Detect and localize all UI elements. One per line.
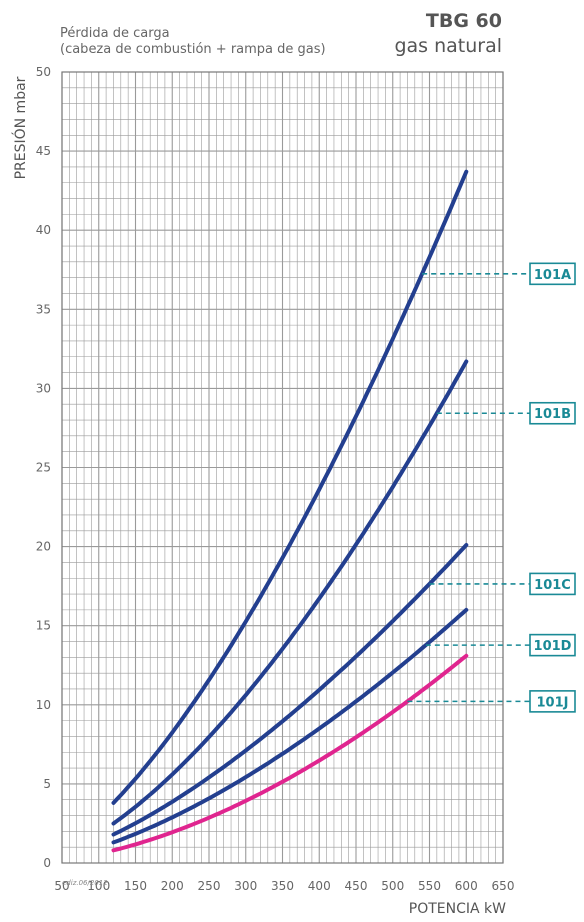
fuel-type: gas natural	[394, 35, 502, 57]
x-tick-label: 550	[418, 879, 441, 893]
chart-subtitle: Pérdida de carga (cabeza de combustión +…	[60, 26, 326, 58]
chart-grid	[61, 71, 504, 864]
series-line-101A	[111, 169, 469, 805]
x-tick-label: 450	[345, 879, 368, 893]
y-tick-label: 40	[36, 223, 51, 237]
subtitle-line-1: Pérdida de carga	[60, 26, 170, 41]
x-tick-label: 600	[455, 879, 478, 893]
model-block: TBG 60 gas natural	[394, 8, 502, 58]
y-tick-label: 35	[36, 302, 51, 316]
y-tick-label: 45	[36, 144, 51, 158]
legend-label-101B: 101B	[534, 407, 571, 422]
y-tick-label: 10	[36, 698, 51, 712]
x-tick-label: 500	[381, 879, 404, 893]
series-line-101J	[111, 653, 469, 853]
x-tick-label: 400	[308, 879, 331, 893]
legend-label-101A: 101A	[534, 268, 571, 283]
x-axis-label: POTENCIA kW	[409, 901, 506, 917]
y-tick-label: 20	[36, 540, 51, 554]
series-legend: 101A 101B 101C 101D 101J	[407, 262, 576, 713]
x-tick-label: 350	[271, 879, 294, 893]
legend-badge-101D	[529, 633, 576, 657]
y-tick-label: 50	[36, 65, 51, 79]
legend-label-101D: 101D	[534, 639, 572, 654]
legend-badge-101J	[529, 690, 576, 713]
x-tick-label: 50	[54, 879, 69, 893]
y-tick-label: 25	[36, 461, 51, 475]
y-axis-label: PRESIÓN mbar	[11, 76, 29, 179]
y-tick-label: 30	[36, 381, 51, 395]
legend-badge-101B	[529, 401, 576, 425]
subtitle-line-2: (cabeza de combustión + rampa de gas)	[60, 42, 326, 57]
y-tick-labels: 0 5 10 15 20 25 30 35 40 45 50	[36, 65, 51, 870]
x-tick-label: 200	[161, 879, 184, 893]
series-line-101C	[111, 543, 469, 837]
y-tick-label: 0	[43, 856, 51, 870]
series-lines	[111, 169, 469, 853]
x-tick-label: 100	[87, 879, 110, 893]
legend-badge-101A	[529, 262, 576, 286]
legend-label-101C: 101C	[534, 578, 571, 593]
x-tick-label: 300	[234, 879, 257, 893]
x-tick-label: 250	[198, 879, 221, 893]
plot-frame	[61, 71, 504, 864]
x-tick-label: 150	[124, 879, 147, 893]
model-name: TBG 60	[425, 10, 502, 32]
x-tick-label: 650	[492, 879, 515, 893]
y-tick-label: 5	[43, 777, 51, 791]
series-line-101D	[111, 607, 469, 845]
series-line-101B	[111, 359, 469, 826]
x-tick-labels: 50 100 150 200 250 300 350 400 450 500 550 600 650	[54, 879, 514, 893]
legend-label-101J: 101J	[537, 695, 569, 710]
y-tick-label: 15	[36, 619, 51, 633]
legend-badge-101C	[529, 572, 576, 596]
edition-note: ediz.06/2012	[62, 879, 108, 887]
